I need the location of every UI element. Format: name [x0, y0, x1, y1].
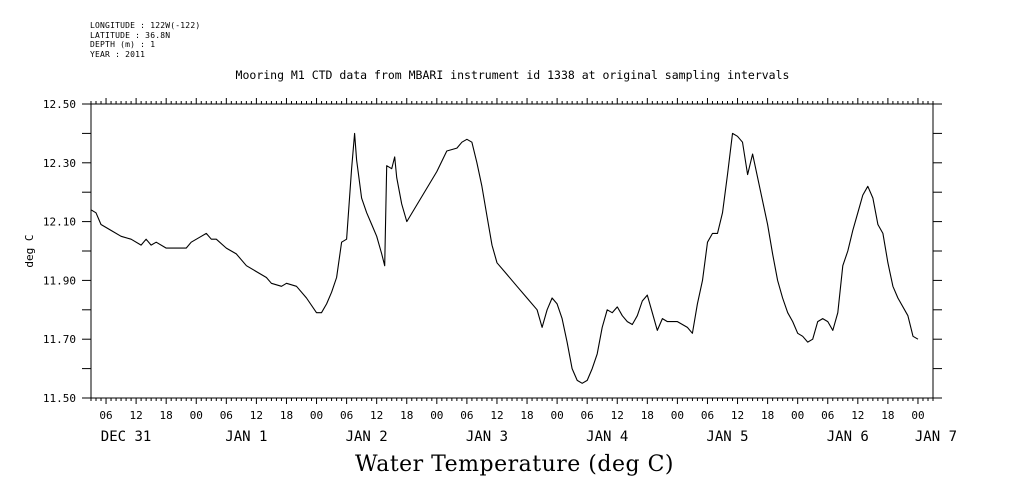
- day-label: JAN 4: [586, 429, 628, 445]
- x-tick-label: 06: [340, 409, 353, 422]
- x-tick-label: 12: [851, 409, 864, 422]
- x-tick-label: 12: [129, 409, 142, 422]
- x-tick-label: 06: [581, 409, 594, 422]
- x-tick-label: 18: [761, 409, 774, 422]
- metadata-block: LONGITUDE : 122W(-122) LATITUDE : 36.8N …: [90, 21, 200, 59]
- day-label: JAN 1: [225, 429, 267, 445]
- chart-title: Mooring M1 CTD data from MBARI instrumen…: [235, 68, 790, 82]
- plot-frame: [90, 103, 934, 399]
- y-tick-label: 11.70: [43, 333, 76, 346]
- x-tick-label: 06: [821, 409, 834, 422]
- x-tick-label: 00: [791, 409, 804, 422]
- day-label: JAN 3: [466, 429, 508, 445]
- day-label: JAN 6: [827, 429, 869, 445]
- meta-year: YEAR : 2011: [90, 49, 146, 59]
- x-tick-label: 06: [220, 409, 233, 422]
- x-tick-label: 12: [250, 409, 263, 422]
- x-tick-label: 12: [731, 409, 744, 422]
- x-tick-label: 00: [190, 409, 203, 422]
- x-tick-label: 18: [160, 409, 173, 422]
- y-tick-label: 12.30: [43, 157, 76, 170]
- x-tick-label: 18: [400, 409, 413, 422]
- y-tick-label: 12.50: [43, 98, 76, 111]
- day-label: JAN 7: [915, 429, 957, 445]
- meta-latitude: LATITUDE : 36.8N: [90, 30, 171, 40]
- y-tick-label: 11.50: [43, 392, 76, 405]
- x-tick-label: 00: [310, 409, 323, 422]
- day-label: JAN 2: [346, 429, 388, 445]
- day-label: DEC 31: [101, 429, 152, 445]
- day-label: JAN 5: [706, 429, 748, 445]
- meta-longitude: LONGITUDE : 122W(-122): [90, 21, 201, 30]
- x-tick-label: 00: [671, 409, 684, 422]
- x-tick-label: 12: [370, 409, 383, 422]
- x-tick-label: 12: [611, 409, 624, 422]
- temperature-line: [90, 132, 919, 384]
- y-tick-label: 11.90: [43, 274, 76, 287]
- y-axis-label: deg C: [23, 234, 36, 267]
- x-tick-label: 18: [641, 409, 654, 422]
- x-tick-label: 18: [881, 409, 894, 422]
- x-tick-label: 18: [280, 409, 293, 422]
- series-group: [90, 132, 919, 384]
- axes: 06 12 18 00 06 12 18 00 06 12 18 00 06 12 18 00 06 12 18 00…: [43, 98, 957, 445]
- y-tick-label: 12.10: [43, 216, 76, 229]
- meta-depth: DEPTH (m) : 1: [90, 40, 156, 49]
- x-tick-label: 06: [460, 409, 473, 422]
- x-tick-label: 00: [550, 409, 563, 422]
- x-tick-label: 00: [430, 409, 443, 422]
- x-axis-label: Water Temperature (deg C): [355, 452, 674, 477]
- x-tick-label: 06: [99, 409, 112, 422]
- x-tick-label: 12: [490, 409, 503, 422]
- x-tick-label: 00: [911, 409, 924, 422]
- x-tick-label: 18: [520, 409, 533, 422]
- x-tick-label: 06: [701, 409, 714, 422]
